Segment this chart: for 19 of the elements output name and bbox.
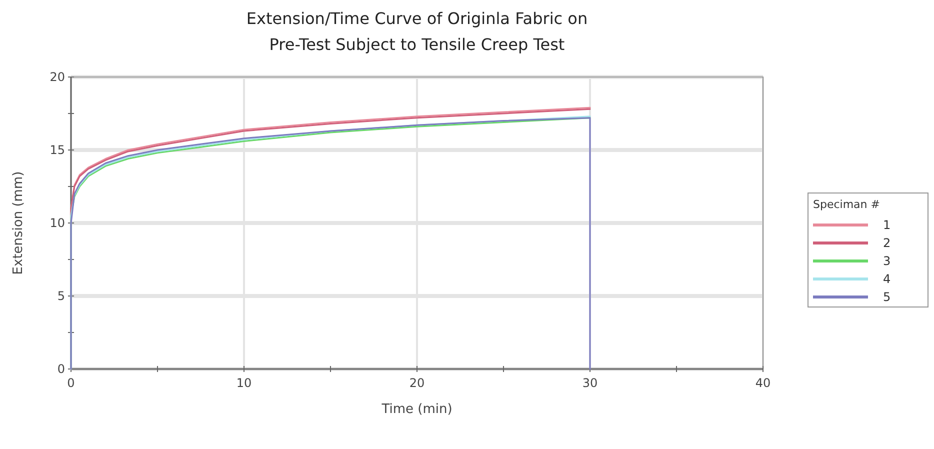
- y-axis-title: Extension (mm): [11, 171, 26, 275]
- x-tick-label: 30: [582, 376, 598, 390]
- legend-label: 5: [883, 290, 891, 304]
- legend-label: 1: [883, 218, 891, 232]
- legend-label: 3: [883, 254, 891, 268]
- x-axis-title: Time (min): [380, 402, 452, 417]
- x-tick-label: 40: [755, 376, 771, 390]
- legend-label: 4: [883, 272, 891, 286]
- y-tick-label: 10: [50, 216, 65, 230]
- x-tick-label: 10: [236, 376, 252, 390]
- y-tick-label: 5: [57, 289, 65, 304]
- legend-label: 2: [883, 236, 891, 250]
- x-tick-label: 0: [67, 376, 75, 390]
- legend-title: Speciman #: [813, 198, 880, 211]
- chart-title: Extension/Time Curve of Originla Fabric on Pre-Test Subject to Tensile Creep Test: [246, 9, 588, 54]
- y-tick-label: 20: [50, 70, 65, 84]
- y-tick-label: 15: [50, 143, 65, 158]
- x-tick-label: 20: [409, 376, 425, 390]
- y-tick-label: 0: [57, 362, 65, 376]
